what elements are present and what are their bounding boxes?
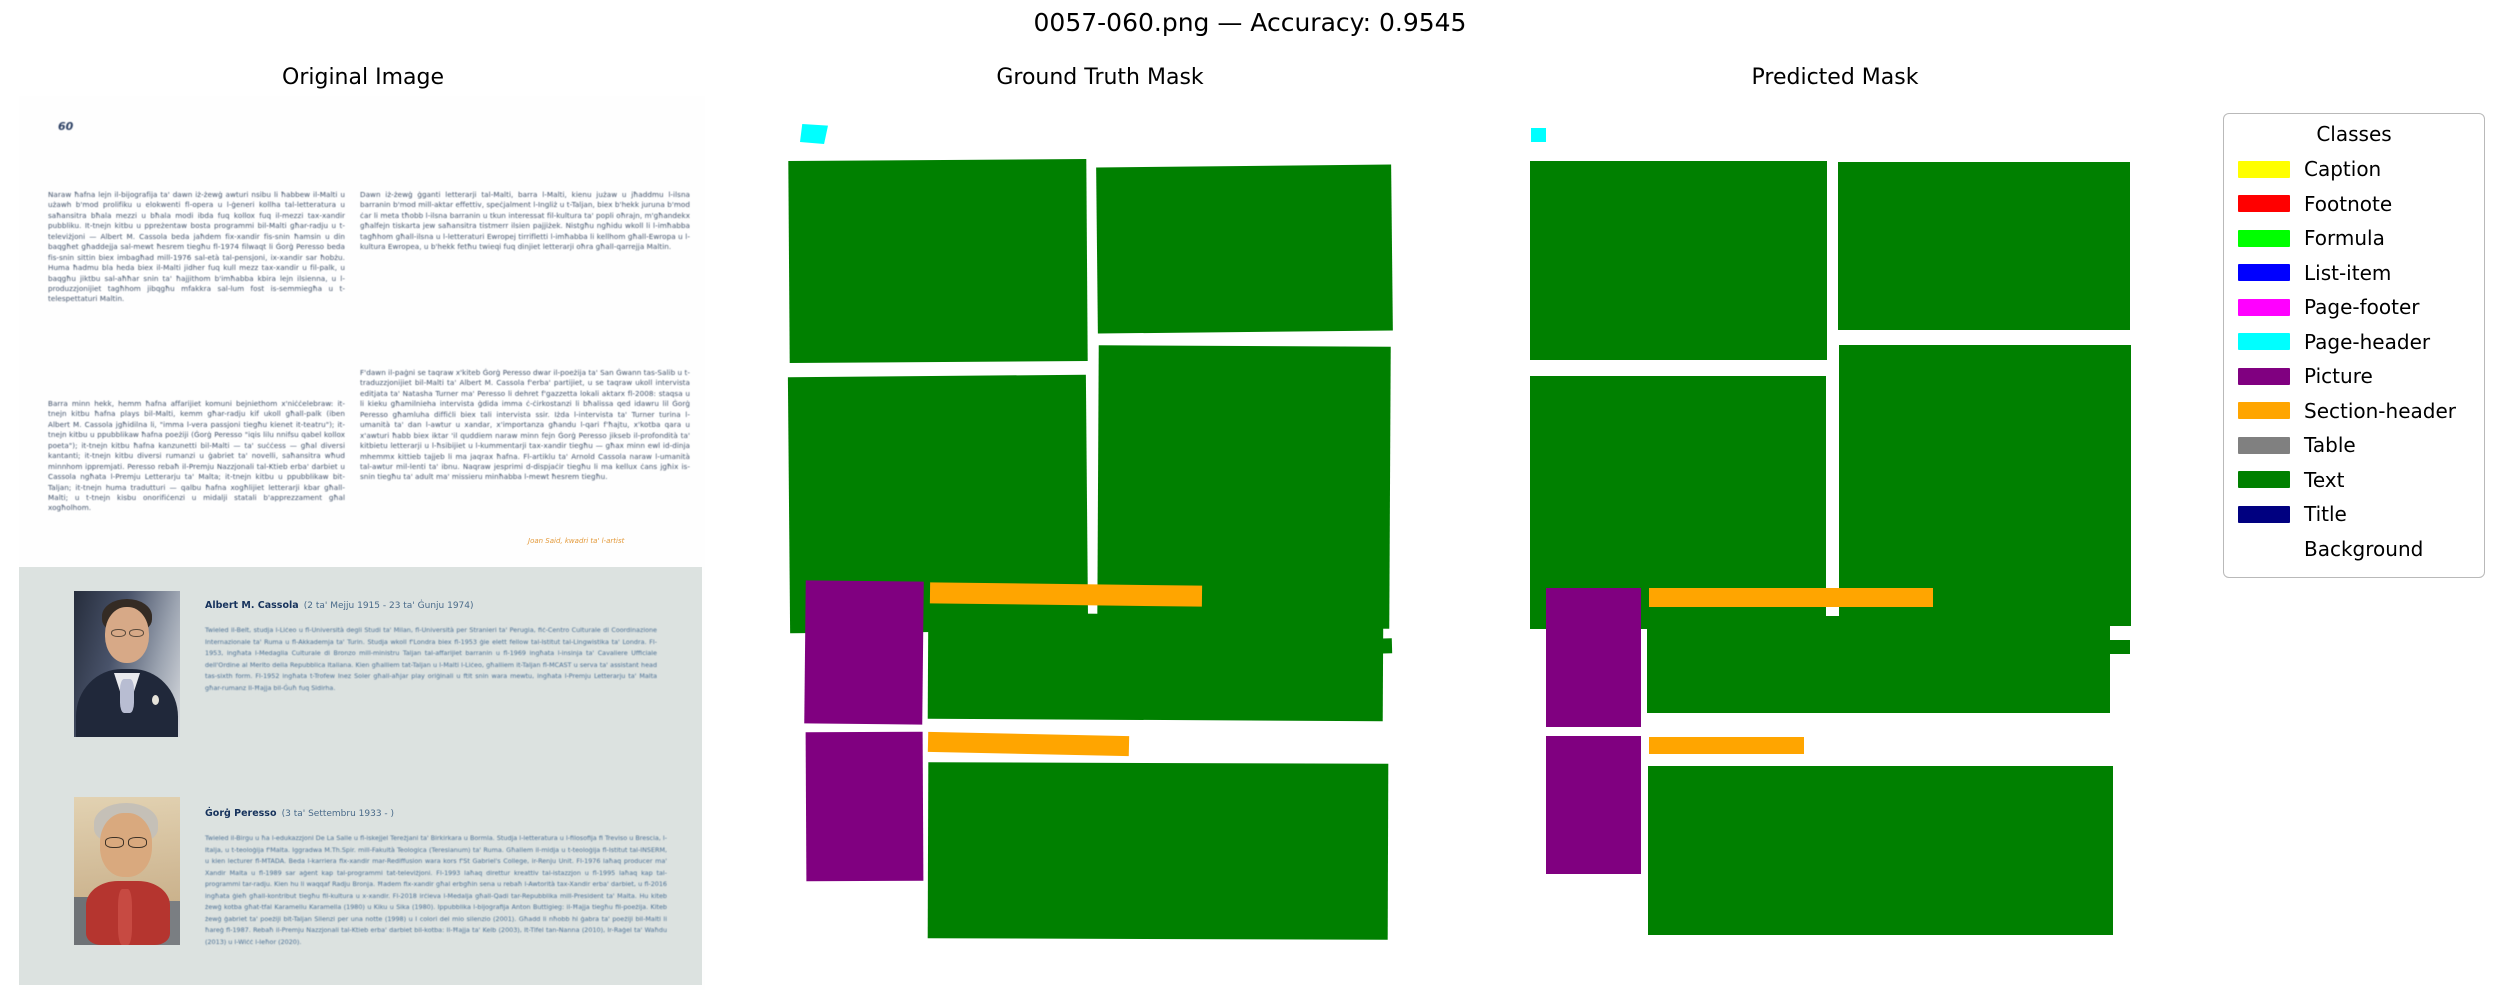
legend-row-table: Table bbox=[2224, 428, 2484, 463]
legend-label: Footnote bbox=[2304, 191, 2393, 216]
photo1-cravat bbox=[120, 679, 134, 713]
bio-box: Albert M. Cassola (2 ta' Mejju 1915 - 23… bbox=[19, 567, 702, 985]
legend-title: Classes bbox=[2316, 122, 2392, 146]
pred-text-region-bio-2 bbox=[1648, 766, 2113, 935]
legend-label: Formula bbox=[2304, 226, 2385, 251]
doc-column2-paragraph1: Dawn iż-żewġ ġganti letterarji tal-Malti… bbox=[360, 190, 690, 252]
legend-row-footnote: Footnote bbox=[2224, 187, 2484, 222]
legend-row-list-item: List-item bbox=[2224, 256, 2484, 291]
bio1-text: Twieled il-Belt, studja l-Liċeo u fl-Uni… bbox=[205, 626, 657, 692]
footnote-swatch-icon bbox=[2238, 195, 2290, 213]
text-swatch-icon bbox=[2238, 471, 2290, 489]
photo1-glasses-left bbox=[111, 629, 126, 637]
portrait-photo-peresso bbox=[74, 797, 180, 945]
legend-row-picture: Picture bbox=[2224, 359, 2484, 394]
pred-picture-region-1 bbox=[1546, 588, 1641, 727]
portrait-photo-cassola bbox=[74, 591, 180, 737]
page-header-swatch-icon bbox=[2238, 333, 2290, 351]
original-document-page: 60 Naraw ħafna lejn il-bijografija ta' d… bbox=[19, 96, 705, 990]
legend-label: Text bbox=[2304, 467, 2345, 492]
legend-row-caption: Caption bbox=[2224, 152, 2484, 187]
photo2-glasses-left bbox=[105, 837, 124, 848]
legend-label: Title bbox=[2304, 502, 2347, 527]
doc-column2-paragraph2: F'dawn il-paġni se taqraw x'kiteb Ġorġ P… bbox=[360, 368, 690, 482]
legend-row-text: Text bbox=[2224, 463, 2484, 498]
page-number-mark: 60 bbox=[58, 120, 74, 133]
caption-swatch-icon bbox=[2238, 160, 2290, 178]
legend-row-formula: Formula bbox=[2224, 221, 2484, 256]
bio1-name: Albert M. Cassola bbox=[205, 600, 299, 611]
legend-row-section-header: Section-header bbox=[2224, 394, 2484, 429]
doc-column1-paragraph2: Barra minn hekk, hemm ħafna affarijiet k… bbox=[48, 399, 345, 513]
bio2-name: Ġorġ Peresso bbox=[205, 808, 277, 819]
gt-page-header-region bbox=[800, 124, 828, 144]
list-item-swatch-icon bbox=[2238, 264, 2290, 282]
photo2-scarf-fold bbox=[118, 889, 132, 945]
pred-picture-region-2 bbox=[1546, 736, 1641, 874]
legend-label: Table bbox=[2304, 433, 2356, 458]
panel-title-predicted: Predicted Mask bbox=[1751, 65, 1919, 90]
legend-label: Background bbox=[2304, 536, 2424, 561]
legend-label: Picture bbox=[2304, 364, 2373, 389]
panel-title-ground-truth: Ground Truth Mask bbox=[996, 65, 1204, 90]
legend-label: Caption bbox=[2304, 157, 2382, 182]
gt-text-region-bio-2 bbox=[927, 762, 1389, 940]
bio1-dates: (2 ta' Mejju 1915 - 23 ta' Ġunju 1974) bbox=[303, 601, 474, 611]
gt-text-region-bio-1 bbox=[927, 612, 1384, 722]
title-swatch-icon bbox=[2238, 505, 2290, 523]
photo2-glasses-right bbox=[128, 837, 147, 848]
picture-swatch-icon bbox=[2238, 367, 2290, 385]
pred-text-region-top-left bbox=[1530, 161, 1827, 360]
table-swatch-icon bbox=[2238, 436, 2290, 454]
pred-page-header-region bbox=[1531, 128, 1546, 142]
gt-section-header-region-2 bbox=[927, 731, 1130, 757]
formula-swatch-icon bbox=[2238, 229, 2290, 247]
pred-text-region-top-right bbox=[1838, 162, 2130, 330]
gt-text-region-top-right bbox=[1096, 164, 1393, 334]
photo1-glasses-right bbox=[129, 629, 144, 637]
pred-text-region-bottom-right bbox=[1839, 345, 2131, 626]
pred-text-region-bottom-left bbox=[1530, 376, 1826, 629]
pred-text-region-bio-1 bbox=[1647, 616, 2110, 713]
legend-label: List-item bbox=[2304, 260, 2392, 285]
legend-label: Page-footer bbox=[2304, 295, 2420, 320]
figure-title: 0057-060.png — Accuracy: 0.9545 bbox=[1033, 8, 1467, 37]
pred-section-header-region-1 bbox=[1649, 588, 1933, 607]
gt-text-region-top-left bbox=[788, 158, 1088, 364]
legend-row-background: Background bbox=[2224, 532, 2484, 567]
legend-label: Page-header bbox=[2304, 329, 2431, 354]
panel-title-original: Original Image bbox=[282, 65, 444, 90]
legend-row-title: Title bbox=[2224, 497, 2484, 532]
photo1-boutonniere bbox=[152, 695, 159, 705]
legend-row-page-footer: Page-footer bbox=[2224, 290, 2484, 325]
page-footer-swatch-icon bbox=[2238, 298, 2290, 316]
legend-label: Section-header bbox=[2304, 398, 2456, 423]
bio1-header: Albert M. Cassola (2 ta' Mejju 1915 - 23… bbox=[205, 593, 675, 612]
classes-legend: Classes Caption Footnote Formula List-it… bbox=[2223, 113, 2485, 578]
gt-section-header-region-1 bbox=[929, 582, 1203, 607]
background-swatch-icon bbox=[2238, 540, 2290, 557]
bio2-text: Twieled il-Birgu u ħa l-edukazzjoni De L… bbox=[205, 834, 667, 946]
legend-row-page-header: Page-header bbox=[2224, 325, 2484, 360]
doc-column1-paragraph1: Naraw ħafna lejn il-bijografija ta' dawn… bbox=[48, 190, 345, 304]
bio2-header: Ġorġ Peresso (3 ta' Settembru 1933 - ) bbox=[205, 801, 675, 820]
bio2-dates: (3 ta' Settembru 1933 - ) bbox=[281, 809, 395, 819]
section-header-swatch-icon bbox=[2238, 402, 2290, 420]
doc-attribution-line: Joan Said, kwadri ta' l-artist bbox=[528, 537, 625, 545]
gt-picture-region-2 bbox=[805, 731, 924, 882]
gt-picture-region-1 bbox=[804, 580, 924, 725]
pred-section-header-region-2 bbox=[1649, 737, 1804, 754]
